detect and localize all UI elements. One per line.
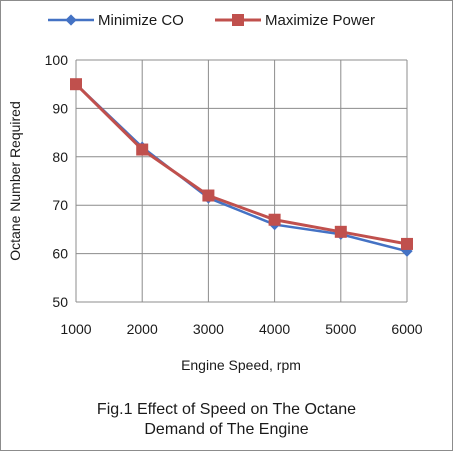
legend-label-minimize-co: Minimize CO xyxy=(98,12,184,29)
y-tick-label: 60 xyxy=(52,246,68,262)
data-point-maximize-power xyxy=(268,213,281,226)
legend-entry-maximize-power: Maximize Power xyxy=(215,12,375,29)
series-line-maximize-power xyxy=(74,83,408,246)
series-minimize-co xyxy=(70,78,413,257)
x-tick-labels: 1000 2000 3000 4000 5000 6000 xyxy=(60,321,422,337)
x-tick-label: 4000 xyxy=(259,321,290,337)
y-tick-label: 80 xyxy=(52,149,68,165)
y-tick-labels: 50 60 70 80 90 100 xyxy=(45,52,69,310)
y-axis-title: Octane Number Required xyxy=(7,101,23,261)
y-tick-label: 100 xyxy=(45,52,69,68)
data-point-maximize-power xyxy=(334,225,347,238)
y-tick-label: 70 xyxy=(52,197,68,213)
x-tick-label: 5000 xyxy=(325,321,356,337)
data-point-maximize-power xyxy=(70,78,82,91)
data-point-maximize-power xyxy=(136,143,149,156)
legend-marker-maximize-power xyxy=(232,14,244,26)
legend: Minimize CO Maximize Power xyxy=(48,12,375,29)
y-tick-label: 50 xyxy=(52,294,68,310)
figure-caption: Fig.1 Effect of Speed on The Octane Dema… xyxy=(0,400,453,440)
legend-marker-minimize-co xyxy=(65,14,77,26)
series-group xyxy=(70,78,413,257)
series-maximize-power xyxy=(70,78,413,250)
data-point-maximize-power xyxy=(202,189,215,202)
gridlines xyxy=(75,59,408,303)
legend-entry-minimize-co: Minimize CO xyxy=(48,12,184,29)
axes xyxy=(75,60,407,303)
legend-label-maximize-power: Maximize Power xyxy=(265,12,375,29)
caption-line-1: Fig.1 Effect of Speed on The Octane xyxy=(96,401,357,418)
y-tick-label: 90 xyxy=(52,100,68,116)
x-tick-label: 1000 xyxy=(60,321,91,337)
x-tick-label: 3000 xyxy=(193,321,224,337)
series-line-minimize-co xyxy=(75,83,408,253)
data-point-maximize-power xyxy=(401,237,413,250)
x-tick-label: 6000 xyxy=(391,321,422,337)
x-axis-title: Engine Speed, rpm xyxy=(181,357,301,373)
caption-line-2: Demand of The Engine xyxy=(144,421,309,438)
x-tick-label: 2000 xyxy=(127,321,158,337)
